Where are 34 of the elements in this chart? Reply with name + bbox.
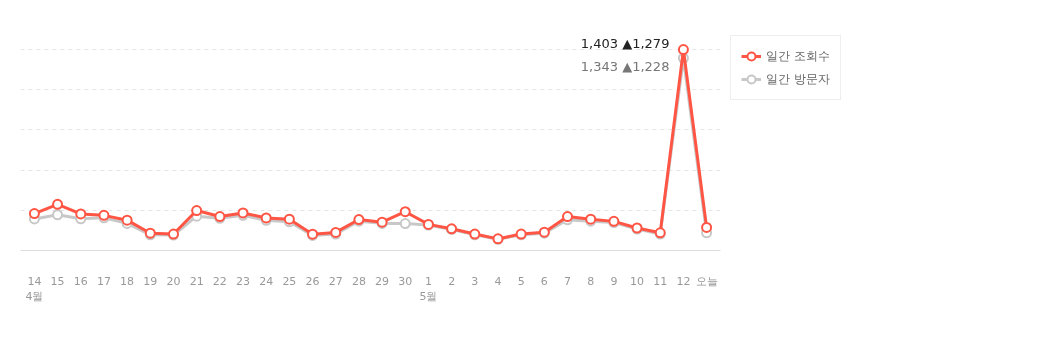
x-tick-label: 23 (236, 274, 251, 288)
x-tick-label: 26 (305, 274, 320, 288)
x-tick-label: 1 5월 (419, 274, 438, 304)
x-tick-label: 16 (73, 274, 88, 288)
annotation: 1,343 ▲1,228 (580, 58, 670, 74)
x-tick-label: 17 (96, 274, 111, 288)
x-tick-label: 8 (587, 274, 595, 288)
x-tick-label: 15 (50, 274, 65, 288)
x-tick-label: 12 (676, 274, 691, 288)
x-tick-label: 27 (328, 274, 343, 288)
x-tick-label: 19 (143, 274, 158, 288)
x-tick-label: 오늘 (695, 274, 718, 288)
x-tick-label: 5 (517, 274, 525, 288)
legend-label: 일간 조회수 (766, 47, 830, 65)
legend-label: 일간 방문자 (766, 70, 830, 88)
x-tick-label: 18 (120, 274, 135, 288)
x-tick-label: 10 (630, 274, 645, 288)
x-tick-label: 11 (653, 274, 668, 288)
x-tick-label: 21 (189, 274, 204, 288)
x-tick-label: 4 (494, 274, 502, 288)
x-tick-label: 22 (212, 274, 227, 288)
x-tick-label: 7 (564, 274, 572, 288)
x-tick-label: 9 (610, 274, 618, 288)
x-tick-label: 3 (471, 274, 479, 288)
x-tick-label: 2 (448, 274, 456, 288)
x-tick-label: 24 (259, 274, 274, 288)
x-tick-label: 25 (282, 274, 297, 288)
x-tick-label: 20 (166, 274, 181, 288)
x-tick-label: 29 (375, 274, 390, 288)
x-tick-label: 6 (540, 274, 548, 288)
annotation: 1,403 ▲1,279 (580, 36, 670, 52)
x-tick-label: 28 (351, 274, 366, 288)
x-tick-label: 14 4월 (25, 274, 44, 304)
x-tick-label: 30 (398, 274, 413, 288)
